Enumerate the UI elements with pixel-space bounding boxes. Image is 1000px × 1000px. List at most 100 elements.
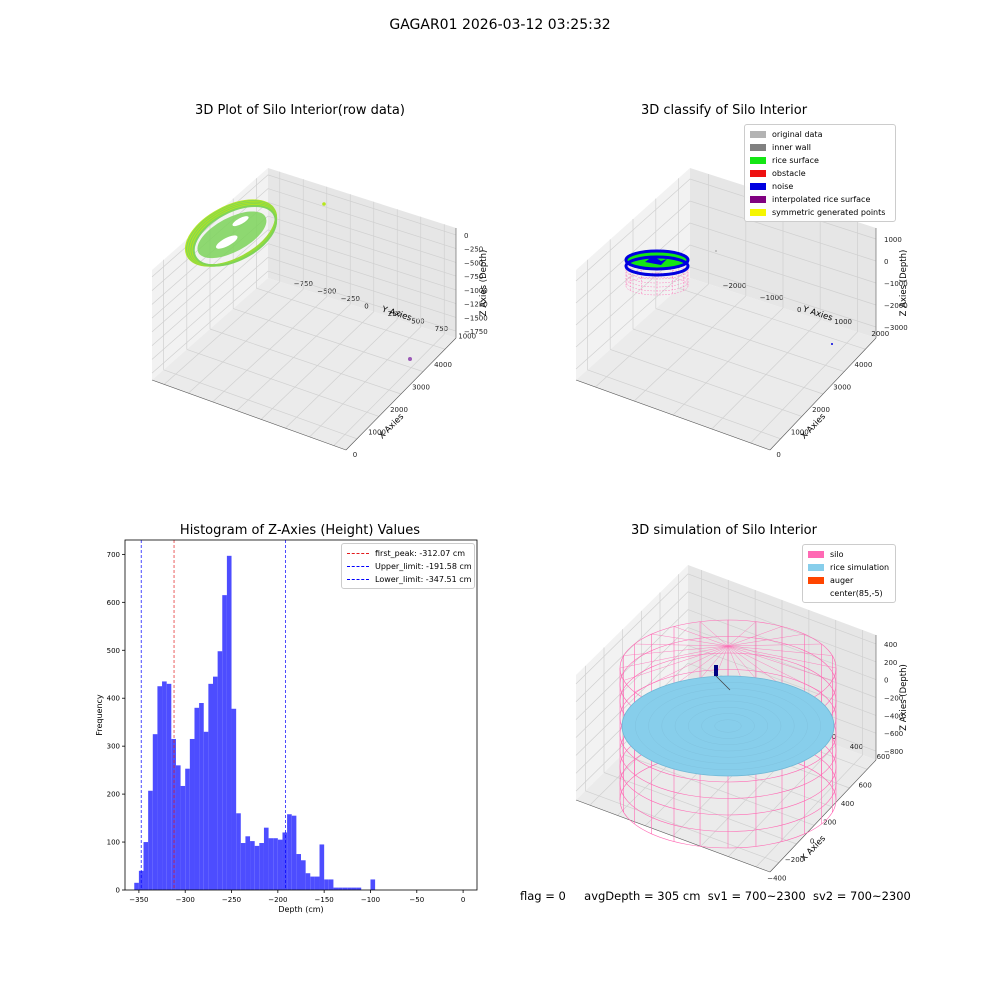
histogram-x-axis-label: Depth (cm) bbox=[278, 905, 323, 914]
plot2-noise-cluster bbox=[645, 256, 667, 265]
legend-item: rice simulation bbox=[808, 561, 890, 574]
histogram-bar bbox=[273, 838, 278, 890]
histogram-title: Histogram of Z-Axies (Height) Values bbox=[179, 523, 421, 538]
legend-label: interpolated rice surface bbox=[772, 195, 871, 204]
plot1-grid-y bbox=[285, 318, 398, 429]
plot4-silo-roof-wire bbox=[699, 621, 729, 647]
legend-label: inner wall bbox=[772, 143, 812, 152]
plot1-z-axis-label: Z Axies (Depth) bbox=[479, 250, 489, 317]
plot1-grid-z bbox=[151, 215, 457, 319]
plot4-y-tick-label: 600 bbox=[877, 753, 890, 761]
legend-swatch bbox=[808, 551, 824, 558]
plot1-grid-y bbox=[212, 296, 327, 403]
plot1-grid-z bbox=[151, 270, 457, 374]
plot1-grid-y bbox=[236, 303, 351, 411]
plot4-rice-mesh bbox=[701, 713, 755, 739]
plot2-x-tick-label: 4000 bbox=[854, 361, 872, 369]
legend-swatch bbox=[750, 209, 766, 216]
histogram-y-tick-label: 100 bbox=[107, 839, 120, 847]
histogram-y-tick-label: 300 bbox=[107, 743, 120, 751]
plot1-x-tick-label: 1000 bbox=[368, 428, 386, 436]
histogram-x-tick-label: −50 bbox=[409, 896, 424, 904]
plot4-y-tick-label: 400 bbox=[850, 743, 863, 751]
legend-swatch bbox=[750, 196, 766, 203]
plot4-silo-roof-wire bbox=[673, 626, 729, 647]
histogram-bar bbox=[231, 708, 237, 890]
plot4-auger bbox=[714, 665, 718, 676]
sv1-text: sv1 = 700~2300 bbox=[707, 889, 806, 903]
histogram-bar bbox=[166, 683, 172, 890]
plot4-silo-roof-wire bbox=[623, 645, 729, 656]
plot4-x-tick-label: −200 bbox=[785, 856, 804, 864]
legend-label: rice surface bbox=[772, 156, 819, 165]
histogram-bar bbox=[305, 873, 311, 890]
legend-item: rice surface bbox=[750, 154, 890, 167]
plot2-axis-edge bbox=[575, 379, 771, 451]
plot2-3d-axes: 01000200030004000−2000−1000010002000−300… bbox=[575, 168, 909, 459]
plot4-rice-mesh bbox=[635, 682, 821, 770]
histogram-bar bbox=[148, 790, 153, 890]
plot1-floor-pane bbox=[152, 278, 456, 450]
histogram-bar bbox=[263, 827, 269, 890]
plot4-silo-roof-wire bbox=[623, 645, 729, 681]
legend-swatch bbox=[750, 157, 766, 164]
plot1-z-tick-label: 0 bbox=[464, 232, 468, 240]
plot1-x-tick-label: 4000 bbox=[434, 361, 452, 369]
histogram-bar bbox=[185, 768, 190, 890]
legend-label: noise bbox=[772, 182, 794, 191]
histogram-bar bbox=[171, 738, 176, 890]
histogram-x-tick-label: −200 bbox=[268, 896, 287, 904]
histogram-bar bbox=[134, 882, 139, 890]
histogram-bar bbox=[310, 876, 315, 890]
histogram-bar bbox=[338, 887, 343, 890]
plot1-x-tick-label: 2000 bbox=[390, 406, 408, 414]
plot4-legend: silo rice simulation auger center(85,-5) bbox=[802, 544, 896, 603]
plot1-x-tick-label: 0 bbox=[353, 451, 357, 459]
plot1-grid-z bbox=[151, 257, 457, 360]
legend-item: symmetric generated points bbox=[750, 206, 890, 219]
legend-item: original data bbox=[750, 128, 890, 141]
legend-item: Lower_limit: -347.51 cm bbox=[347, 573, 472, 586]
plot4-z-tick-label: −800 bbox=[884, 748, 903, 756]
legend-item: interpolated rice surface bbox=[750, 193, 890, 206]
histogram-legend: first_peak: -312.07 cm Upper_limit: -191.… bbox=[341, 543, 475, 589]
histogram-x-tick-label: 0 bbox=[461, 896, 465, 904]
histogram-bar bbox=[240, 843, 246, 890]
histogram-bar bbox=[282, 832, 288, 890]
legend-label: Lower_limit: -347.51 cm bbox=[375, 575, 472, 584]
plot1-side-pane bbox=[268, 168, 456, 338]
plot2-x-tick-label: 1000 bbox=[791, 428, 809, 436]
plot1-z-tick-label: −1000 bbox=[464, 287, 488, 295]
plot1-x-tick-label: 3000 bbox=[412, 384, 430, 392]
plot4-silo-roof-wire bbox=[727, 633, 805, 647]
histogram-bar bbox=[213, 676, 218, 890]
plot1-x-axis-line bbox=[345, 337, 457, 451]
histogram-bar bbox=[347, 887, 352, 890]
plot2-z-axis-label: Z Axies (Depth) bbox=[899, 250, 909, 317]
legend-item: center(85,-5) bbox=[808, 587, 890, 600]
plot4-silo-roof-wire bbox=[727, 645, 822, 693]
legend-line-swatch bbox=[347, 566, 369, 567]
plot4-z-tick-label: 0 bbox=[884, 677, 888, 685]
plot1-grid-y bbox=[333, 334, 445, 446]
legend-swatch bbox=[750, 144, 766, 151]
histogram-y-tick-label: 700 bbox=[107, 551, 120, 559]
histogram-y-tick-label: 500 bbox=[107, 647, 120, 655]
histogram-bar bbox=[203, 731, 209, 890]
plot1-grid-x bbox=[186, 349, 380, 417]
legend-label: center(85,-5) bbox=[830, 589, 883, 598]
plot4-rice-mesh bbox=[674, 700, 782, 752]
plot1-3d-axes: 0 1000 2000 3000 4000 −750 −500 −250 0 250 500 750 1… bbox=[151, 168, 489, 459]
histogram-bar bbox=[356, 887, 362, 890]
histogram-bar bbox=[250, 841, 255, 890]
plot1-silo-ring bbox=[192, 204, 278, 267]
plot2-y-tick-label: 1000 bbox=[834, 318, 852, 326]
plot2-x-tick-label: 2000 bbox=[812, 406, 830, 414]
plot4-silo-roof-wire bbox=[634, 643, 729, 647]
plot1-grid-x bbox=[256, 287, 446, 350]
plot1-z-tick-label: −500 bbox=[464, 259, 483, 267]
legend-line-swatch bbox=[347, 579, 369, 580]
plot1-grid-z bbox=[151, 229, 457, 333]
plot2-x-axis-label: X Axies bbox=[799, 411, 828, 441]
legend-item: silo bbox=[808, 548, 890, 561]
